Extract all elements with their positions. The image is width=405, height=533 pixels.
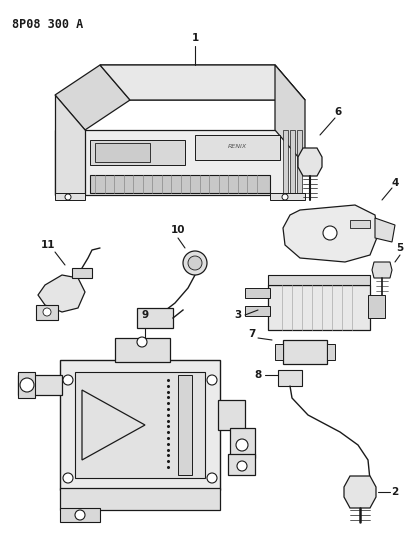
Circle shape xyxy=(323,226,337,240)
Circle shape xyxy=(207,473,217,483)
Text: RENIX: RENIX xyxy=(228,144,247,149)
Text: 1: 1 xyxy=(192,33,198,43)
Circle shape xyxy=(282,194,288,200)
Polygon shape xyxy=(372,262,392,278)
Polygon shape xyxy=(18,372,35,398)
Circle shape xyxy=(236,439,248,451)
Polygon shape xyxy=(327,344,335,360)
Text: 8P08 300 A: 8P08 300 A xyxy=(12,18,83,31)
Circle shape xyxy=(137,337,147,347)
Polygon shape xyxy=(137,308,173,328)
Polygon shape xyxy=(55,95,85,195)
Text: 2: 2 xyxy=(391,487,399,497)
Polygon shape xyxy=(72,268,92,278)
Text: 5: 5 xyxy=(396,243,404,253)
Polygon shape xyxy=(245,306,270,316)
Polygon shape xyxy=(350,220,370,228)
Text: 11: 11 xyxy=(41,240,55,250)
Polygon shape xyxy=(60,508,100,522)
Polygon shape xyxy=(195,135,280,160)
Text: 7: 7 xyxy=(248,329,256,339)
Polygon shape xyxy=(55,193,85,200)
Polygon shape xyxy=(100,65,305,100)
Polygon shape xyxy=(115,338,170,362)
Polygon shape xyxy=(95,143,150,162)
Polygon shape xyxy=(275,344,283,360)
Text: 3: 3 xyxy=(234,310,242,320)
Circle shape xyxy=(63,473,73,483)
Text: 10: 10 xyxy=(171,225,185,235)
Circle shape xyxy=(75,510,85,520)
Circle shape xyxy=(237,461,247,471)
Text: 4: 4 xyxy=(391,178,399,188)
Circle shape xyxy=(43,308,51,316)
Polygon shape xyxy=(344,476,376,508)
Circle shape xyxy=(188,256,202,270)
Polygon shape xyxy=(228,454,255,475)
Polygon shape xyxy=(283,340,327,364)
Polygon shape xyxy=(268,275,370,285)
Polygon shape xyxy=(283,130,288,193)
Polygon shape xyxy=(178,375,192,475)
Polygon shape xyxy=(245,288,270,298)
Polygon shape xyxy=(218,400,245,430)
Polygon shape xyxy=(100,65,305,100)
Polygon shape xyxy=(298,148,322,176)
Polygon shape xyxy=(368,295,385,318)
Polygon shape xyxy=(375,218,395,242)
Polygon shape xyxy=(18,375,62,395)
Polygon shape xyxy=(283,205,378,262)
Text: 8: 8 xyxy=(254,370,262,380)
Polygon shape xyxy=(297,130,302,193)
Polygon shape xyxy=(60,360,220,490)
Polygon shape xyxy=(38,275,85,312)
Polygon shape xyxy=(270,193,305,200)
Polygon shape xyxy=(278,370,302,386)
Circle shape xyxy=(20,378,34,392)
Polygon shape xyxy=(230,428,255,458)
Polygon shape xyxy=(55,65,130,130)
Polygon shape xyxy=(290,130,295,193)
Polygon shape xyxy=(275,65,305,165)
Polygon shape xyxy=(55,130,300,195)
Polygon shape xyxy=(75,372,205,478)
Polygon shape xyxy=(90,175,270,193)
Polygon shape xyxy=(36,305,58,320)
Circle shape xyxy=(183,251,207,275)
Circle shape xyxy=(65,194,71,200)
Text: 6: 6 xyxy=(335,107,342,117)
Polygon shape xyxy=(90,140,185,165)
Text: 9: 9 xyxy=(141,310,149,320)
Circle shape xyxy=(207,375,217,385)
Polygon shape xyxy=(268,285,370,330)
Polygon shape xyxy=(60,488,220,510)
Circle shape xyxy=(63,375,73,385)
